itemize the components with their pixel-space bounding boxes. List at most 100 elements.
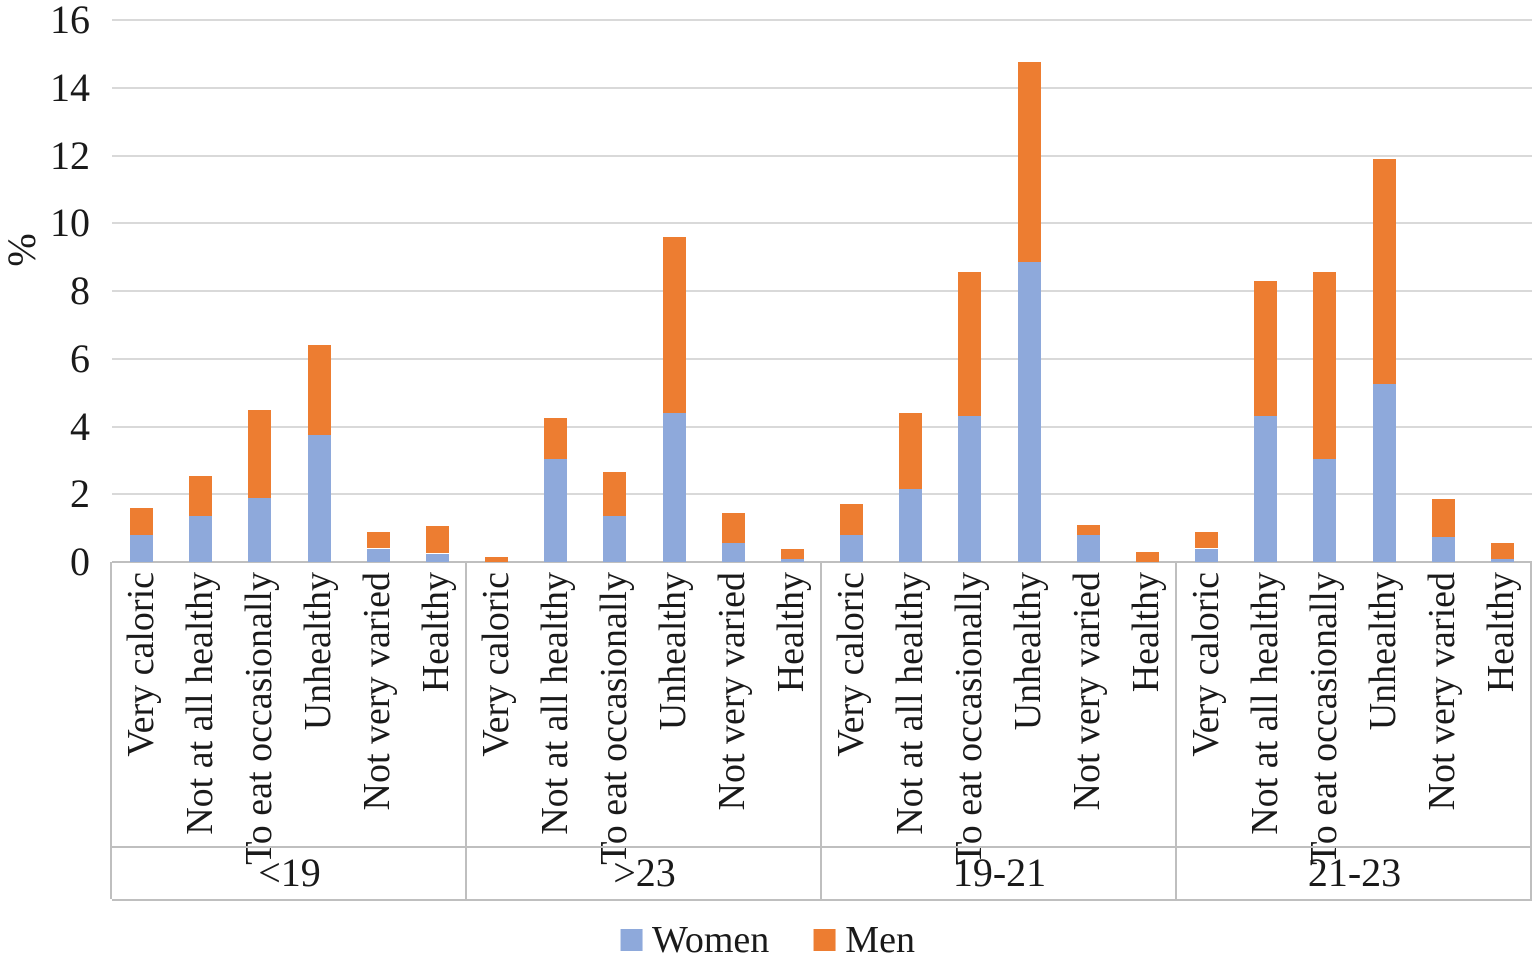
bar-men-19-unhealthy [307,345,331,435]
bar-men-19-not-at-all-healthy [189,475,213,517]
gridline-4 [112,425,1532,428]
category-label-unhealthy: Unhealthy [1362,572,1405,731]
y-tick-12: 12 [50,132,90,178]
category-label-very-caloric: Very caloric [474,572,517,757]
category-label-not-at-all-healthy: Not at all healthy [533,572,576,835]
gridline-2 [112,493,1532,496]
category-slot: To eat occasionally [1295,572,1354,865]
bar-women-19-not-at-all-healthy [189,516,213,562]
group-label-23: >23 [613,850,676,895]
category-label-unhealthy: Unhealthy [297,572,340,731]
y-tick-10: 10 [50,200,90,246]
group-label-19-21: 19-21 [952,850,1047,895]
category-slot: Not at all healthy [171,572,230,842]
bar-men-23-very-caloric [485,556,509,562]
category-separator-0 [110,562,112,899]
category-slot: Not very varied [704,572,763,842]
bar-women-19-21-unhealthy [1017,262,1041,562]
bar-women-23-healthy [780,558,804,562]
category-slot: Not at all healthy [1236,572,1295,842]
category-label-to-eat-occasionally: To eat occasionally [237,572,280,865]
category-separator-1 [465,562,467,899]
bar-women-21-23-healthy [1490,558,1514,562]
gridline-6 [112,357,1532,360]
legend-swatch-men [813,929,836,951]
category-label-very-caloric: Very caloric [1184,572,1227,757]
bar-women-19-21-to-eat-occasionally [958,416,982,562]
category-slot: Healthy [1118,572,1177,842]
bar-women-19-unhealthy [307,435,331,562]
gridline-14 [112,86,1532,89]
category-slot: Not very varied [349,572,408,842]
bar-women-19-not-very-varied [366,548,390,563]
bar-men-23-healthy [780,548,804,559]
category-slot: Healthy [763,572,822,842]
category-slot: Not very varied [1414,572,1473,842]
bar-women-19-very-caloric [130,534,154,562]
bar-men-23-unhealthy [662,236,686,413]
bar-women-19-21-not-at-all-healthy [899,489,923,562]
legend-item-men: Men [813,918,915,962]
y-tick-8: 8 [70,268,90,313]
category-separator-3 [1175,562,1177,899]
bar-women-21-23-not-at-all-healthy [1254,416,1278,562]
category-label-not-at-all-healthy: Not at all healthy [888,572,931,835]
category-label-unhealthy: Unhealthy [652,572,695,731]
category-label-to-eat-occasionally: To eat occasionally [947,572,990,865]
category-label-healthy: Healthy [415,572,458,693]
legend-swatch-women [620,929,643,951]
bar-men-21-23-unhealthy [1372,158,1396,385]
category-slot: Very caloric [112,572,171,842]
bar-women-19-healthy [425,553,449,562]
category-separator-4 [1530,562,1532,899]
group-label-21-23: 21-23 [1307,850,1402,895]
gridline-12 [112,154,1532,157]
bar-men-19-21-healthy [1135,551,1159,562]
y-tick-2: 2 [70,471,90,517]
bar-men-23-to-eat-occasionally [603,472,627,517]
category-slot: Very caloric [467,572,526,842]
category-label-very-caloric: Very caloric [119,572,162,757]
category-label-not-at-all-healthy: Not at all healthy [1243,572,1286,835]
bar-men-23-not-at-all-healthy [544,418,568,459]
bar-men-19-not-very-varied [366,531,390,549]
category-slot: Very caloric [1177,572,1236,842]
category-slot: To eat occasionally [585,572,644,865]
x-axis-line [112,561,1532,563]
category-slot: Unhealthy [645,572,704,842]
bar-men-19-21-to-eat-occasionally [958,272,982,417]
bar-women-21-23-to-eat-occasionally [1313,458,1337,562]
category-label-not-very-varied: Not very varied [1066,572,1109,811]
bar-men-21-23-to-eat-occasionally [1313,272,1337,459]
bar-men-21-23-not-at-all-healthy [1254,280,1278,417]
category-label-not-at-all-healthy: Not at all healthy [178,572,221,835]
category-label-not-very-varied: Not very varied [1421,572,1464,811]
legend: Women Men [620,918,915,962]
bar-men-19-healthy [425,526,449,554]
category-slot: Not very varied [1059,572,1118,842]
category-label-healthy: Healthy [770,572,813,693]
y-tick-4: 4 [70,403,90,449]
group-label-19: <19 [258,850,321,895]
category-label-unhealthy: Unhealthy [1007,572,1050,731]
y-tick-16: 16 [50,0,90,42]
bar-men-23-not-very-varied [721,512,745,544]
category-label-very-caloric: Very caloric [829,572,872,757]
legend-item-women: Women [620,918,769,962]
bar-women-23-unhealthy [662,412,686,562]
bar-women-19-21-not-very-varied [1076,534,1100,562]
category-label-not-very-varied: Not very varied [711,572,754,811]
category-slot: Not at all healthy [881,572,940,842]
category-slot: Healthy [408,572,467,842]
bar-women-23-not-at-all-healthy [544,458,568,562]
bar-women-21-23-not-very-varied [1431,536,1455,562]
y-tick-6: 6 [70,335,90,381]
bar-men-21-23-very-caloric [1195,531,1219,549]
bar-men-19-21-very-caloric [840,504,864,535]
legend-label-men: Men [845,919,915,961]
category-slot: Unhealthy [1000,572,1059,842]
category-label-not-very-varied: Not very varied [356,572,399,811]
bar-women-21-23-unhealthy [1372,384,1396,562]
gridline-16 [112,19,1532,21]
